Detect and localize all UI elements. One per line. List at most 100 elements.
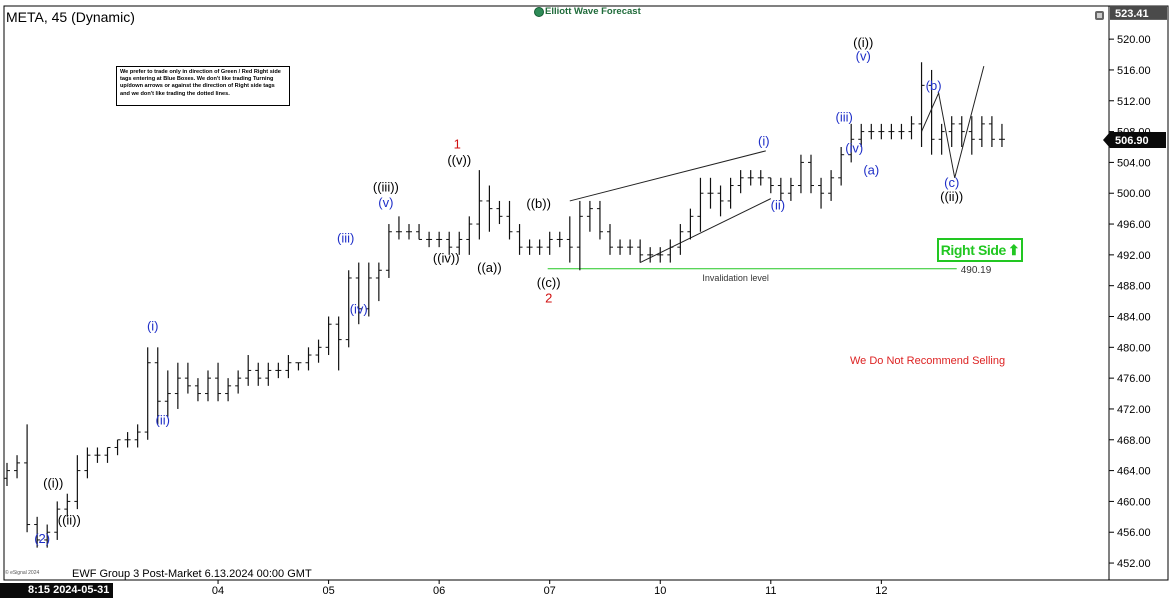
ohlc-bar (395, 216, 402, 240)
x-tick-label: 07 (544, 585, 556, 597)
ohlc-bar (928, 69, 935, 155)
ohlc-bar (184, 362, 191, 394)
ohlc-bar (476, 170, 483, 240)
y-tick-label: 512.00 (1117, 96, 1151, 108)
ohlc-bar (426, 231, 433, 248)
last-high-box (1110, 5, 1167, 20)
y-tick-label: 496.00 (1117, 219, 1151, 231)
ohlc-bar (154, 347, 161, 425)
ohlc-bar (536, 239, 543, 255)
ohlc-bar (667, 239, 674, 263)
ohlc-bar (486, 185, 493, 232)
last-high-label: 523.41 (1115, 8, 1149, 20)
chart-menu-icon[interactable] (1095, 11, 1104, 20)
wave-label: (v) (378, 195, 393, 210)
ohlc-bar (144, 347, 151, 440)
wedge-line (639, 198, 772, 264)
ohlc-bar (104, 446, 111, 463)
right-side-label: Right Side (940, 242, 1007, 258)
ohlc-bar (797, 154, 804, 194)
ohlc-bar (496, 200, 503, 225)
ohlc-bar (305, 347, 312, 371)
wave-label: (iv) (845, 140, 863, 155)
y-tick-label: 452.00 (1117, 558, 1151, 570)
ohlc-bar (757, 170, 764, 186)
ohlc-bar (627, 239, 634, 255)
wave-label: (ii) (156, 412, 170, 427)
ohlc-bar (516, 224, 523, 255)
wave-label: ((i)) (853, 35, 873, 50)
wave-label: (iv) (350, 301, 368, 316)
wave-label: (i) (147, 318, 159, 333)
ohlc-bar (285, 355, 292, 379)
ohlc-bar (265, 362, 272, 386)
ohlc-bar (546, 231, 553, 255)
ohlc-bar (245, 355, 252, 386)
x-tick-label: 10 (654, 585, 666, 597)
ohlc-bar (406, 224, 412, 240)
ohlc-bar (878, 123, 885, 140)
trading-notice: We prefer to trade only in direction of … (116, 66, 290, 106)
y-tick-label: 460.00 (1117, 496, 1151, 508)
x-tick-label: 11 (765, 585, 776, 597)
ohlc-bar (164, 370, 171, 417)
ohlc-bar (808, 154, 814, 194)
ohlc-bar (727, 177, 734, 209)
ohlc-bar (787, 177, 794, 201)
ohlc-bar (54, 501, 61, 540)
ohlc-bar (677, 224, 684, 255)
wave-label: ((iv)) (433, 251, 460, 266)
y-tick-label: 484.00 (1117, 311, 1151, 323)
ohlc-bar (315, 339, 322, 363)
x-tick-label: 06 (433, 585, 445, 597)
y-tick-label: 504.00 (1117, 157, 1151, 169)
ohlc-bar (988, 116, 995, 147)
y-tick-label: 516.00 (1117, 65, 1151, 77)
x-tick-label: 04 (212, 585, 224, 597)
projection-path (921, 65, 985, 178)
ohlc-bar (375, 262, 382, 302)
brand-logo-icon (534, 7, 544, 17)
ohlc-bar (707, 177, 714, 209)
ohlc-bar (777, 177, 784, 201)
wave-label: (i) (758, 133, 770, 148)
wave-label: ((i)) (43, 476, 63, 491)
copyright: © eSignal 2024 (5, 570, 40, 576)
ohlc-bar (898, 123, 905, 140)
wave-label: (iii) (836, 110, 853, 125)
ohlc-bar (275, 362, 282, 379)
ohlc-bar (586, 200, 593, 232)
right-side-tag: Right Side ⬆ (937, 238, 1023, 262)
wave-label: (2) (34, 531, 50, 546)
chart-title: META, 45 (Dynamic) (6, 9, 135, 25)
x-tick-label: 12 (875, 585, 887, 597)
ohlc-bar (958, 116, 965, 147)
ohlc-bar (908, 116, 915, 140)
ohlc-bar (848, 123, 855, 163)
ohlc-bar (235, 370, 242, 394)
price-axis (1108, 5, 1169, 581)
ohlc-bar (225, 378, 232, 402)
footer-caption: EWF Group 3 Post-Market 6.13.2024 00:00 … (72, 568, 312, 580)
last-price-label: 506.90 (1115, 135, 1149, 147)
ohlc-bar (637, 239, 644, 263)
brand-name: Elliott Wave Forecast (545, 6, 641, 17)
invalidation-value: 490.19 (961, 265, 992, 276)
ohlc-bar (64, 493, 71, 517)
ohlc-bar (888, 123, 895, 140)
ohlc-bar (968, 116, 975, 155)
ohlc-bar (506, 200, 513, 240)
y-tick-label: 480.00 (1117, 342, 1151, 354)
wave-label: ((b)) (526, 196, 551, 211)
y-tick-label: 472.00 (1117, 404, 1151, 416)
first-date-label: 8:15 2024-05-31 (0, 583, 114, 598)
wave-label: ((v)) (447, 153, 471, 168)
ohlc-bar (34, 516, 41, 548)
wave-label: 2 (545, 291, 552, 306)
last-price-flag (1103, 132, 1166, 149)
wave-label: (a) (863, 163, 879, 178)
wave-label: ((ii)) (940, 189, 963, 204)
ohlc-bar (948, 116, 955, 147)
ohlc-bar (295, 362, 302, 371)
